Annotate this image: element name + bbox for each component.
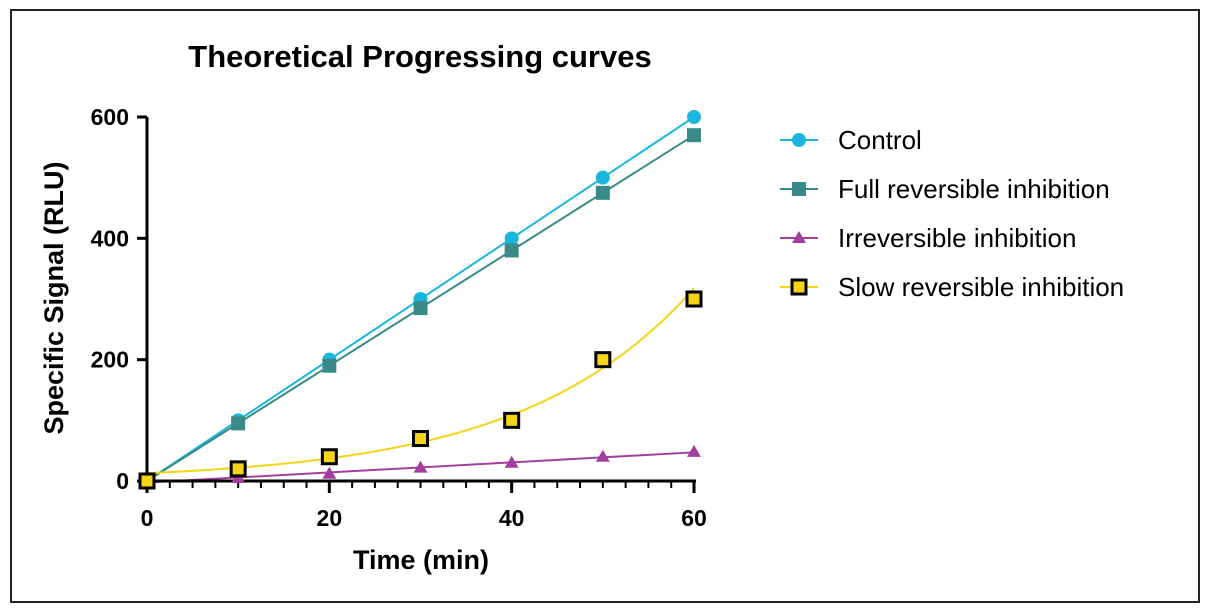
legend-marker-1	[792, 182, 806, 196]
axes: 0 200 400 600 0 20 40 60	[91, 104, 707, 531]
data-point-series-1	[322, 358, 337, 373]
data-point-series-1	[595, 185, 610, 200]
legend-marker-3	[790, 278, 808, 296]
y-tick-label: 200	[91, 347, 129, 373]
x-axis-title: Time (min)	[353, 545, 489, 575]
chart-frame	[10, 9, 1200, 603]
y-tick-label: 400	[91, 225, 129, 251]
data-point-series-3	[229, 460, 247, 478]
data-point-series-3	[685, 290, 703, 308]
data-point-series-1	[231, 416, 246, 431]
data-point-series-3	[320, 448, 338, 466]
data-point-series-1	[504, 243, 519, 258]
y-tick-label: 600	[91, 104, 129, 130]
legend-label-1: Full reversible inhibition	[838, 174, 1110, 204]
data-point-series-1	[687, 128, 701, 143]
data-point-series-0	[595, 170, 610, 185]
chart-title: Theoretical Progressing curves	[188, 39, 651, 74]
legend-label-2: Irreversible inhibition	[838, 223, 1076, 253]
data-markers	[138, 110, 703, 490]
data-point-series-2	[413, 460, 428, 473]
data-point-series-0	[687, 110, 701, 124]
x-tick-label: 20	[317, 505, 343, 531]
legend-marker-2	[792, 231, 806, 243]
data-point-series-2	[504, 455, 519, 468]
data-point-series-3	[503, 411, 521, 429]
data-point-series-3	[594, 351, 612, 369]
data-point-series-2	[322, 466, 337, 479]
data-point-series-2	[595, 449, 610, 462]
data-point-series-2	[687, 444, 701, 457]
legend-label-0: Control	[838, 125, 922, 155]
y-tick-label: 0	[116, 468, 129, 494]
data-point-series-3	[412, 430, 429, 448]
data-point-series-1	[413, 301, 428, 316]
data-point-series-0	[504, 231, 519, 246]
x-tick-label: 0	[141, 505, 154, 531]
x-tick-label: 40	[499, 505, 525, 531]
data-point-series-3	[138, 472, 156, 490]
y-axis-title: Specific Signal (RLU)	[39, 161, 69, 434]
x-tick-label: 60	[681, 505, 707, 531]
legend: Control Full reversible inhibition Irrever…	[780, 125, 1124, 302]
legend-label-3: Slow reversible inhibition	[838, 272, 1124, 302]
legend-marker-0	[792, 133, 806, 147]
